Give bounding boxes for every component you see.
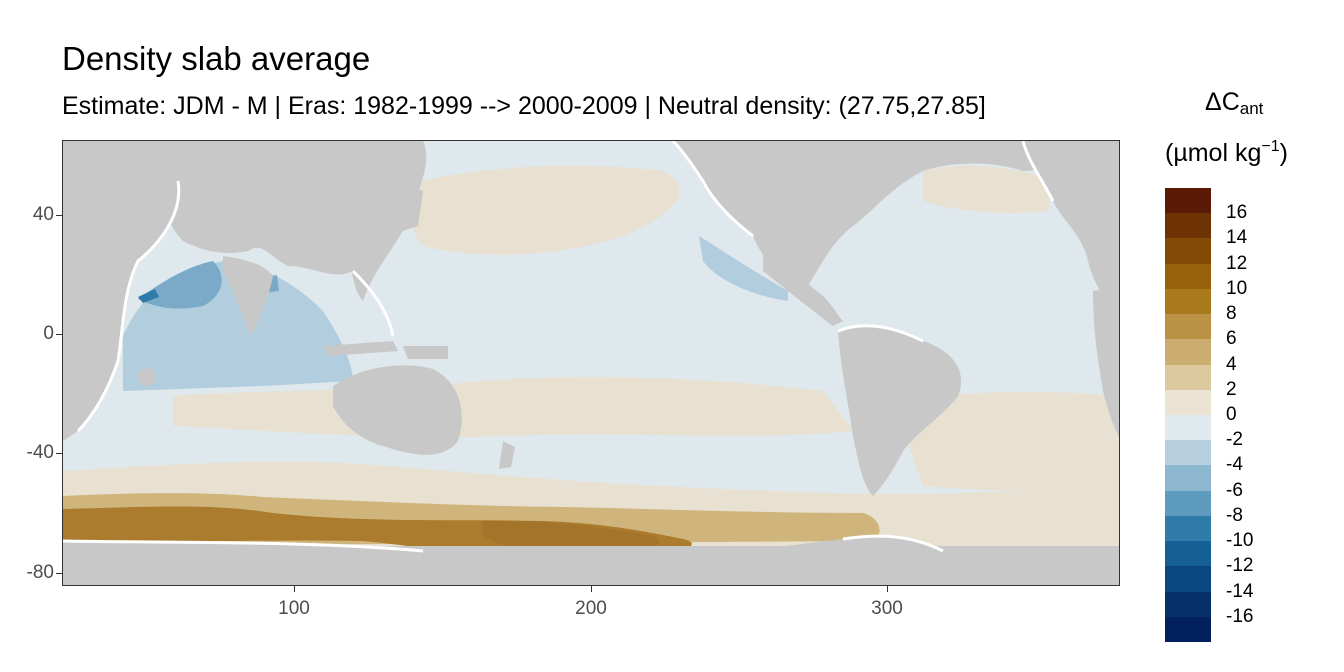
legend-label: -6 (1226, 479, 1243, 501)
legend-label: 4 (1226, 353, 1237, 375)
map-svg (63, 141, 1119, 585)
legend-color-swatch (1165, 566, 1211, 592)
legend-title-symbol: ΔC (1205, 88, 1240, 116)
legend-label: -12 (1226, 555, 1254, 577)
coast-highlights (63, 141, 1055, 553)
south-atlantic-light-brown (893, 391, 1119, 492)
legend-label: -16 (1226, 605, 1254, 627)
y-tick-label: 0 (43, 323, 54, 344)
y-tick-mark (56, 453, 62, 454)
legend-colorbar (1165, 188, 1211, 642)
legend-color-swatch (1165, 314, 1211, 340)
legend-title: ΔCant (1205, 88, 1263, 119)
x-tick-mark (887, 586, 888, 592)
y-tick-mark (56, 215, 62, 216)
australia-land (333, 365, 462, 455)
legend-unit-sup: −1 (1261, 138, 1280, 155)
legend-label: 14 (1226, 227, 1248, 249)
legend-color-swatch (1165, 490, 1211, 516)
legend-label: 16 (1226, 202, 1248, 224)
north-pacific-light-brown (409, 165, 680, 255)
africa-land (63, 141, 179, 441)
legend-color-swatch (1165, 414, 1211, 441)
legend-label: 10 (1226, 277, 1248, 299)
madagascar-land (138, 368, 156, 386)
arabian-sea-deep-blue (138, 289, 159, 303)
map-subtitle: Estimate: JDM - M | Eras: 1982-1999 --> … (62, 92, 986, 120)
y-tick-label: 40 (32, 204, 54, 225)
legend-color-swatch (1165, 213, 1211, 239)
arabian-sea-mid-blue (138, 261, 222, 309)
legend-color-swatch (1165, 288, 1211, 315)
legend-color-swatch (1165, 389, 1211, 415)
y-tick-mark (56, 573, 62, 574)
y-tick-label: -80 (26, 562, 54, 583)
antarctica-coast (63, 536, 1119, 585)
x-tick-mark (591, 586, 592, 592)
legend-label: -4 (1226, 454, 1243, 476)
x-tick-label: 300 (871, 598, 903, 619)
legend-color-swatch (1165, 616, 1211, 642)
x-tick-label: 100 (278, 598, 310, 619)
legend-label: 12 (1226, 252, 1248, 274)
legend-color-swatch (1165, 465, 1211, 491)
legend-color-swatch (1165, 440, 1211, 466)
north-america-land (673, 141, 1119, 286)
legend-label: -14 (1226, 580, 1254, 602)
north-atlantic-light-brown (923, 165, 1053, 213)
eurasia-land (153, 141, 397, 275)
legend-unit-close: ) (1279, 139, 1288, 167)
legend-label: -2 (1226, 429, 1243, 451)
y-tick-mark (56, 334, 62, 335)
legend-title-subscript: ant (1239, 99, 1264, 118)
y-tick-label: -40 (26, 442, 54, 463)
legend-color-swatch (1165, 263, 1211, 289)
new-zealand-land (499, 441, 515, 469)
map-panel (62, 140, 1120, 586)
legend-color-swatch (1165, 238, 1211, 264)
japan-land (403, 186, 423, 231)
legend-color-swatch (1165, 188, 1211, 214)
gulf-of-california-light-blue (699, 236, 788, 301)
indonesia-land (323, 341, 398, 356)
west-africa-land (1093, 286, 1119, 438)
legend-color-swatch (1165, 339, 1211, 365)
india-land (223, 256, 273, 336)
legend-label: -10 (1226, 530, 1254, 552)
central-america-land (763, 241, 843, 326)
legend-label: 8 (1226, 303, 1237, 325)
legend-label: 0 (1226, 404, 1237, 425)
uk-land (1071, 181, 1083, 201)
legend-color-swatch (1165, 541, 1211, 567)
legend-color-swatch (1165, 364, 1211, 390)
south-america-land (838, 325, 962, 496)
legend-unit: (µmol kg−1) (1165, 138, 1288, 168)
map-title: Density slab average (62, 40, 371, 77)
legend-color-swatch (1165, 515, 1211, 542)
x-tick-label: 200 (575, 598, 607, 619)
legend-label: -8 (1226, 504, 1243, 526)
greenland-europe-land (1023, 141, 1119, 310)
legend-unit-main: (µmol kg (1165, 139, 1262, 167)
x-tick-mark (294, 586, 295, 592)
legend-label: 6 (1226, 328, 1237, 350)
legend-color-swatch (1165, 591, 1211, 617)
asia-east-land (351, 141, 427, 301)
new-guinea-land (403, 346, 448, 359)
legend-label: 2 (1226, 378, 1237, 400)
